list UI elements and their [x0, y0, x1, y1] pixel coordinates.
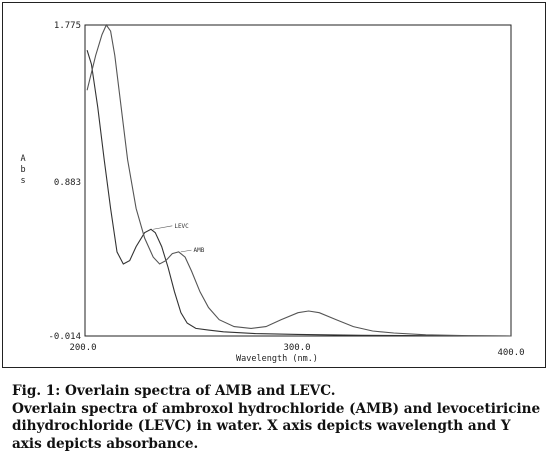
figure-frame: 1.775 0.883 -0.014 200.0 300.0 400.0 Wav…	[2, 2, 546, 368]
x-tick-label-end: 400.0	[497, 348, 524, 358]
caption-line-3: dihydrochloride (LEVC) in water. X axis …	[12, 418, 511, 434]
spectra-chart: 1.775 0.883 -0.014 200.0 300.0 400.0 Wav…	[20, 21, 524, 364]
y-axis-title-letter: s	[20, 176, 25, 186]
x-tick-label-start: 200.0	[69, 343, 96, 353]
curve-label-amb: AMB	[194, 247, 205, 254]
y-tick-label-mid: 0.883	[54, 178, 81, 188]
caption-line-4: axis depicts absorbance.	[12, 435, 199, 452]
series-line-amb	[86, 23, 512, 337]
x-axis-title: Wavelength (nm.)	[236, 354, 318, 364]
y-axis-title-letter: b	[20, 165, 25, 175]
caption-line-2: Overlain spectra of ambroxol hydrochlori…	[12, 400, 541, 417]
y-axis-title-letter: A	[20, 154, 25, 164]
caption-line-1: Fig. 1: Overlain spectra of AMB and LEVC…	[12, 383, 336, 399]
x-tick-label-mid: 300.0	[283, 343, 310, 353]
series-line-levc	[86, 50, 512, 337]
y-tick-label-max: 1.775	[54, 21, 81, 31]
figure-caption: Fig. 1: Overlain spectra of AMB and LEVC…	[12, 383, 542, 453]
leader-line-levc	[153, 225, 173, 230]
plot-area	[84, 24, 512, 337]
curve-label-levc: LEVC	[174, 223, 189, 230]
leader-line-amb	[180, 249, 192, 253]
y-tick-label-min: -0.014	[48, 332, 81, 342]
